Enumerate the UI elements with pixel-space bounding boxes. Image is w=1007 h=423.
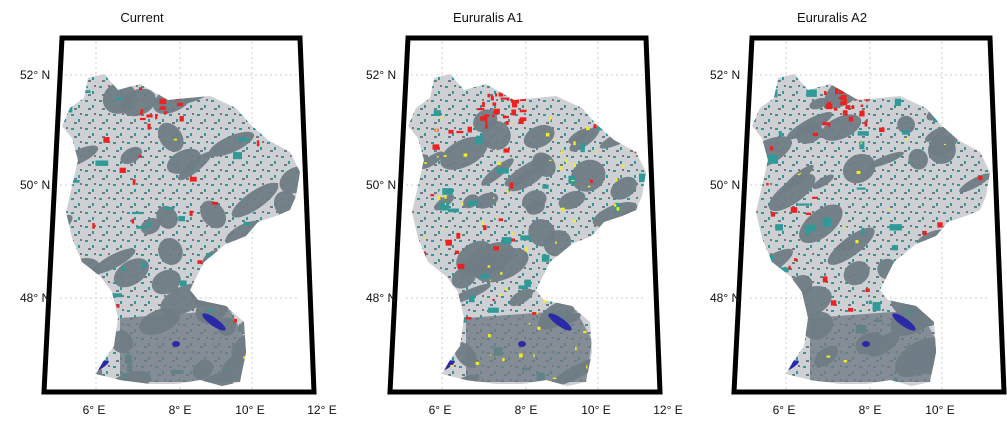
panel-title: Eururalis A1 — [453, 10, 523, 25]
longitude-label: 10° E — [581, 403, 610, 417]
longitude-label: 12° E — [307, 403, 336, 417]
latitude-label: 52° N — [710, 68, 740, 82]
longitude-label: 10° E — [925, 403, 954, 417]
map-frame — [731, 35, 1007, 395]
latitude-label: 50° N — [710, 178, 740, 192]
longitude-label: 6° E — [773, 403, 796, 417]
longitude-label: 6° E — [429, 403, 452, 417]
latitude-label: 48° N — [20, 291, 50, 305]
land-cover-region — [752, 74, 990, 386]
land-cover-region — [62, 74, 300, 386]
map-panel-1: Current 52° N 50° N 48° N 6° E 8° E 10° E 12° E — [20, 10, 337, 417]
latitude-label: 50° N — [20, 178, 50, 192]
panel-title: Eururalis A2 — [797, 10, 867, 25]
map-panel-3: Eururalis A2 52° N 50° N 48° N 6° E 8° E 10° E… — [710, 10, 1007, 417]
longitude-label: 8° E — [515, 403, 538, 417]
longitude-label: 8° E — [169, 403, 192, 417]
latitude-label: 48° N — [366, 291, 396, 305]
land-cover-region — [408, 74, 646, 386]
latitude-label: 52° N — [20, 68, 50, 82]
map-panel-2: Eururalis A1 52° N 50° N 48° N 6° E 8° E 10° E… — [366, 10, 683, 417]
latitude-label: 52° N — [366, 68, 396, 82]
panel-title: Current — [120, 10, 164, 25]
latitude-label: 50° N — [366, 178, 396, 192]
longitude-label: 8° E — [859, 403, 882, 417]
map-frame — [387, 35, 663, 395]
longitude-label: 6° E — [83, 403, 106, 417]
map-frame — [41, 35, 317, 395]
longitude-label: 12° E — [653, 403, 682, 417]
longitude-label: 10° E — [235, 403, 264, 417]
latitude-label: 48° N — [710, 291, 740, 305]
